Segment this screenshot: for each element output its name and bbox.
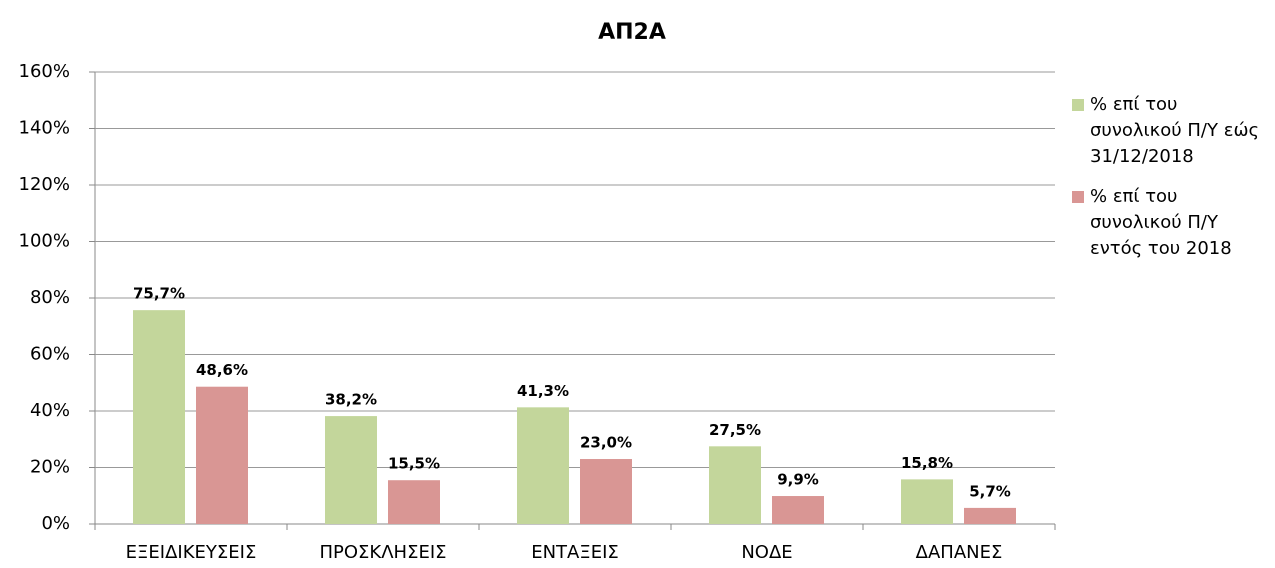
data-label: 75,7%: [133, 285, 185, 303]
data-label: 15,5%: [388, 455, 440, 473]
x-tick-label: ΝΟΔΕ: [741, 542, 792, 563]
bar: [388, 480, 440, 524]
data-label: 27,5%: [709, 421, 761, 439]
bar: [133, 310, 185, 524]
x-tick-label: ΔΑΠΑΝΕΣ: [916, 542, 1003, 563]
legend-swatch: [1072, 99, 1084, 111]
bar: [325, 416, 377, 524]
data-label: 15,8%: [901, 454, 953, 472]
y-tick-label: 40%: [30, 400, 70, 421]
data-label: 23,0%: [580, 434, 632, 452]
legend-label: % επί του συνολικού Π/Υ εώς 31/12/2018: [1090, 94, 1260, 167]
bar: [772, 496, 824, 524]
data-label: 41,3%: [517, 382, 569, 400]
y-tick-label: 20%: [30, 457, 70, 478]
legend-item: % επί του συνολικού Π/Υ εντός του 2018: [1068, 184, 1273, 262]
data-label: 9,9%: [777, 471, 819, 489]
legend-label: % επί του συνολικού Π/Υ εντός του 2018: [1090, 186, 1232, 259]
data-label: 5,7%: [969, 482, 1011, 500]
y-tick-label: 140%: [19, 118, 70, 139]
y-tick-label: 100%: [19, 231, 70, 252]
data-label: 38,2%: [325, 391, 377, 409]
x-tick-label: ΠΡΟΣΚΛΗΣΕΙΣ: [319, 542, 446, 563]
bar: [580, 459, 632, 524]
y-tick-label: 0%: [41, 513, 70, 534]
bar: [901, 479, 953, 524]
y-tick-label: 80%: [30, 287, 70, 308]
legend-item: % επί του συνολικού Π/Υ εώς 31/12/2018: [1068, 92, 1273, 170]
y-tick-label: 160%: [19, 61, 70, 82]
bar: [196, 386, 248, 524]
data-label: 48,6%: [196, 361, 248, 379]
x-tick-label: ΕΞΕΙΔΙΚΕΥΣΕΙΣ: [126, 542, 257, 563]
chart-title: ΑΠ2Α: [598, 20, 666, 45]
legend-swatch: [1072, 191, 1084, 203]
bar: [964, 507, 1016, 524]
y-tick-label: 60%: [30, 344, 70, 365]
x-tick-label: ΕΝΤΑΞΕΙΣ: [531, 542, 619, 563]
y-tick-label: 120%: [19, 174, 70, 195]
legend: % επί του συνολικού Π/Υ εώς 31/12/2018 % …: [1068, 92, 1273, 276]
bar: [517, 407, 569, 524]
bar: [709, 446, 761, 524]
